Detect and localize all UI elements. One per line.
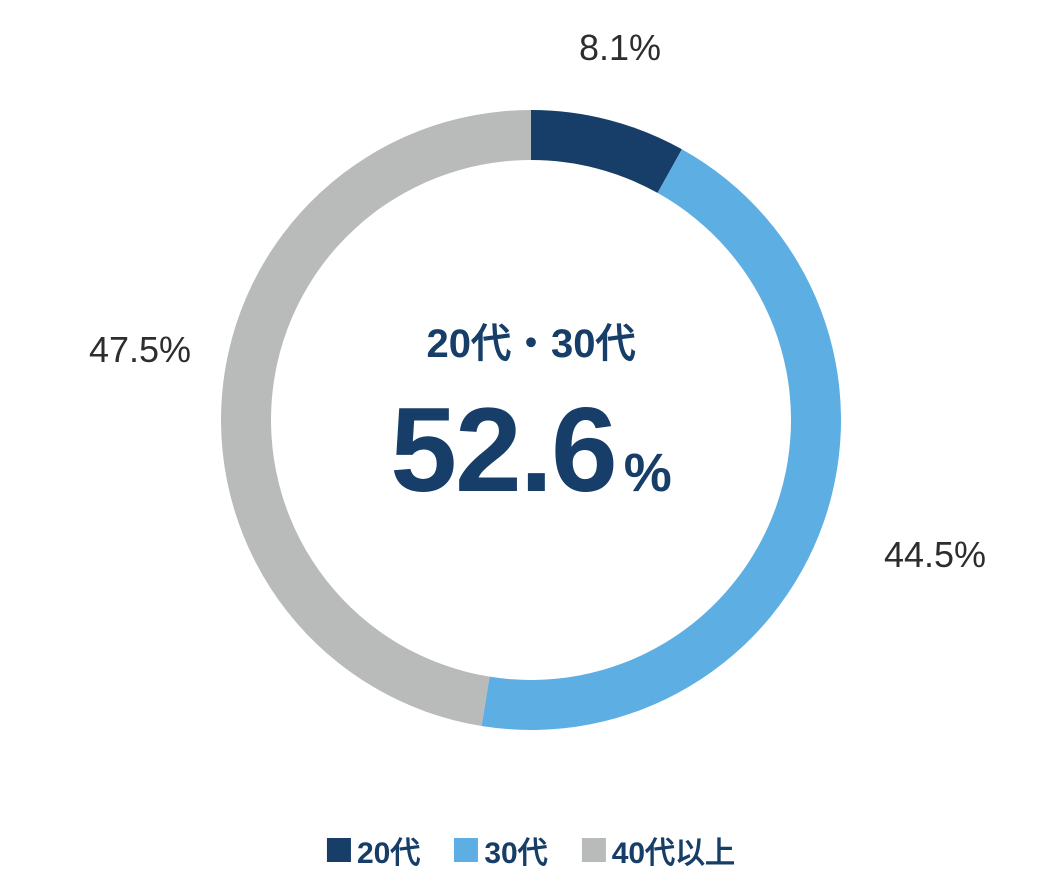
center-value: 52.6%	[390, 390, 672, 510]
center-value-number: 52.6	[390, 383, 616, 517]
legend-swatch-1	[454, 838, 478, 862]
donut-chart-container: 20代・30代 52.6% 8.1% 44.5% 47.5% 20代 30代 40代以上	[0, 0, 1062, 886]
legend-item-2: 40代以上	[582, 828, 735, 872]
legend-swatch-2	[582, 838, 606, 862]
outer-label-40s-plus: 47.5%	[89, 329, 191, 371]
legend-item-0: 20代	[327, 828, 420, 872]
legend-label-2: 40代以上	[612, 828, 735, 872]
legend-label-1: 30代	[484, 828, 547, 872]
legend: 20代 30代 40代以上	[327, 828, 735, 872]
center-title: 20代・30代	[427, 311, 636, 369]
donut-slice-20s	[531, 110, 682, 193]
center-value-suffix: %	[624, 443, 672, 503]
legend-label-0: 20代	[357, 828, 420, 872]
outer-label-20s: 8.1%	[579, 27, 661, 69]
outer-label-30s: 44.5%	[884, 534, 986, 576]
legend-swatch-0	[327, 838, 351, 862]
legend-item-1: 30代	[454, 828, 547, 872]
